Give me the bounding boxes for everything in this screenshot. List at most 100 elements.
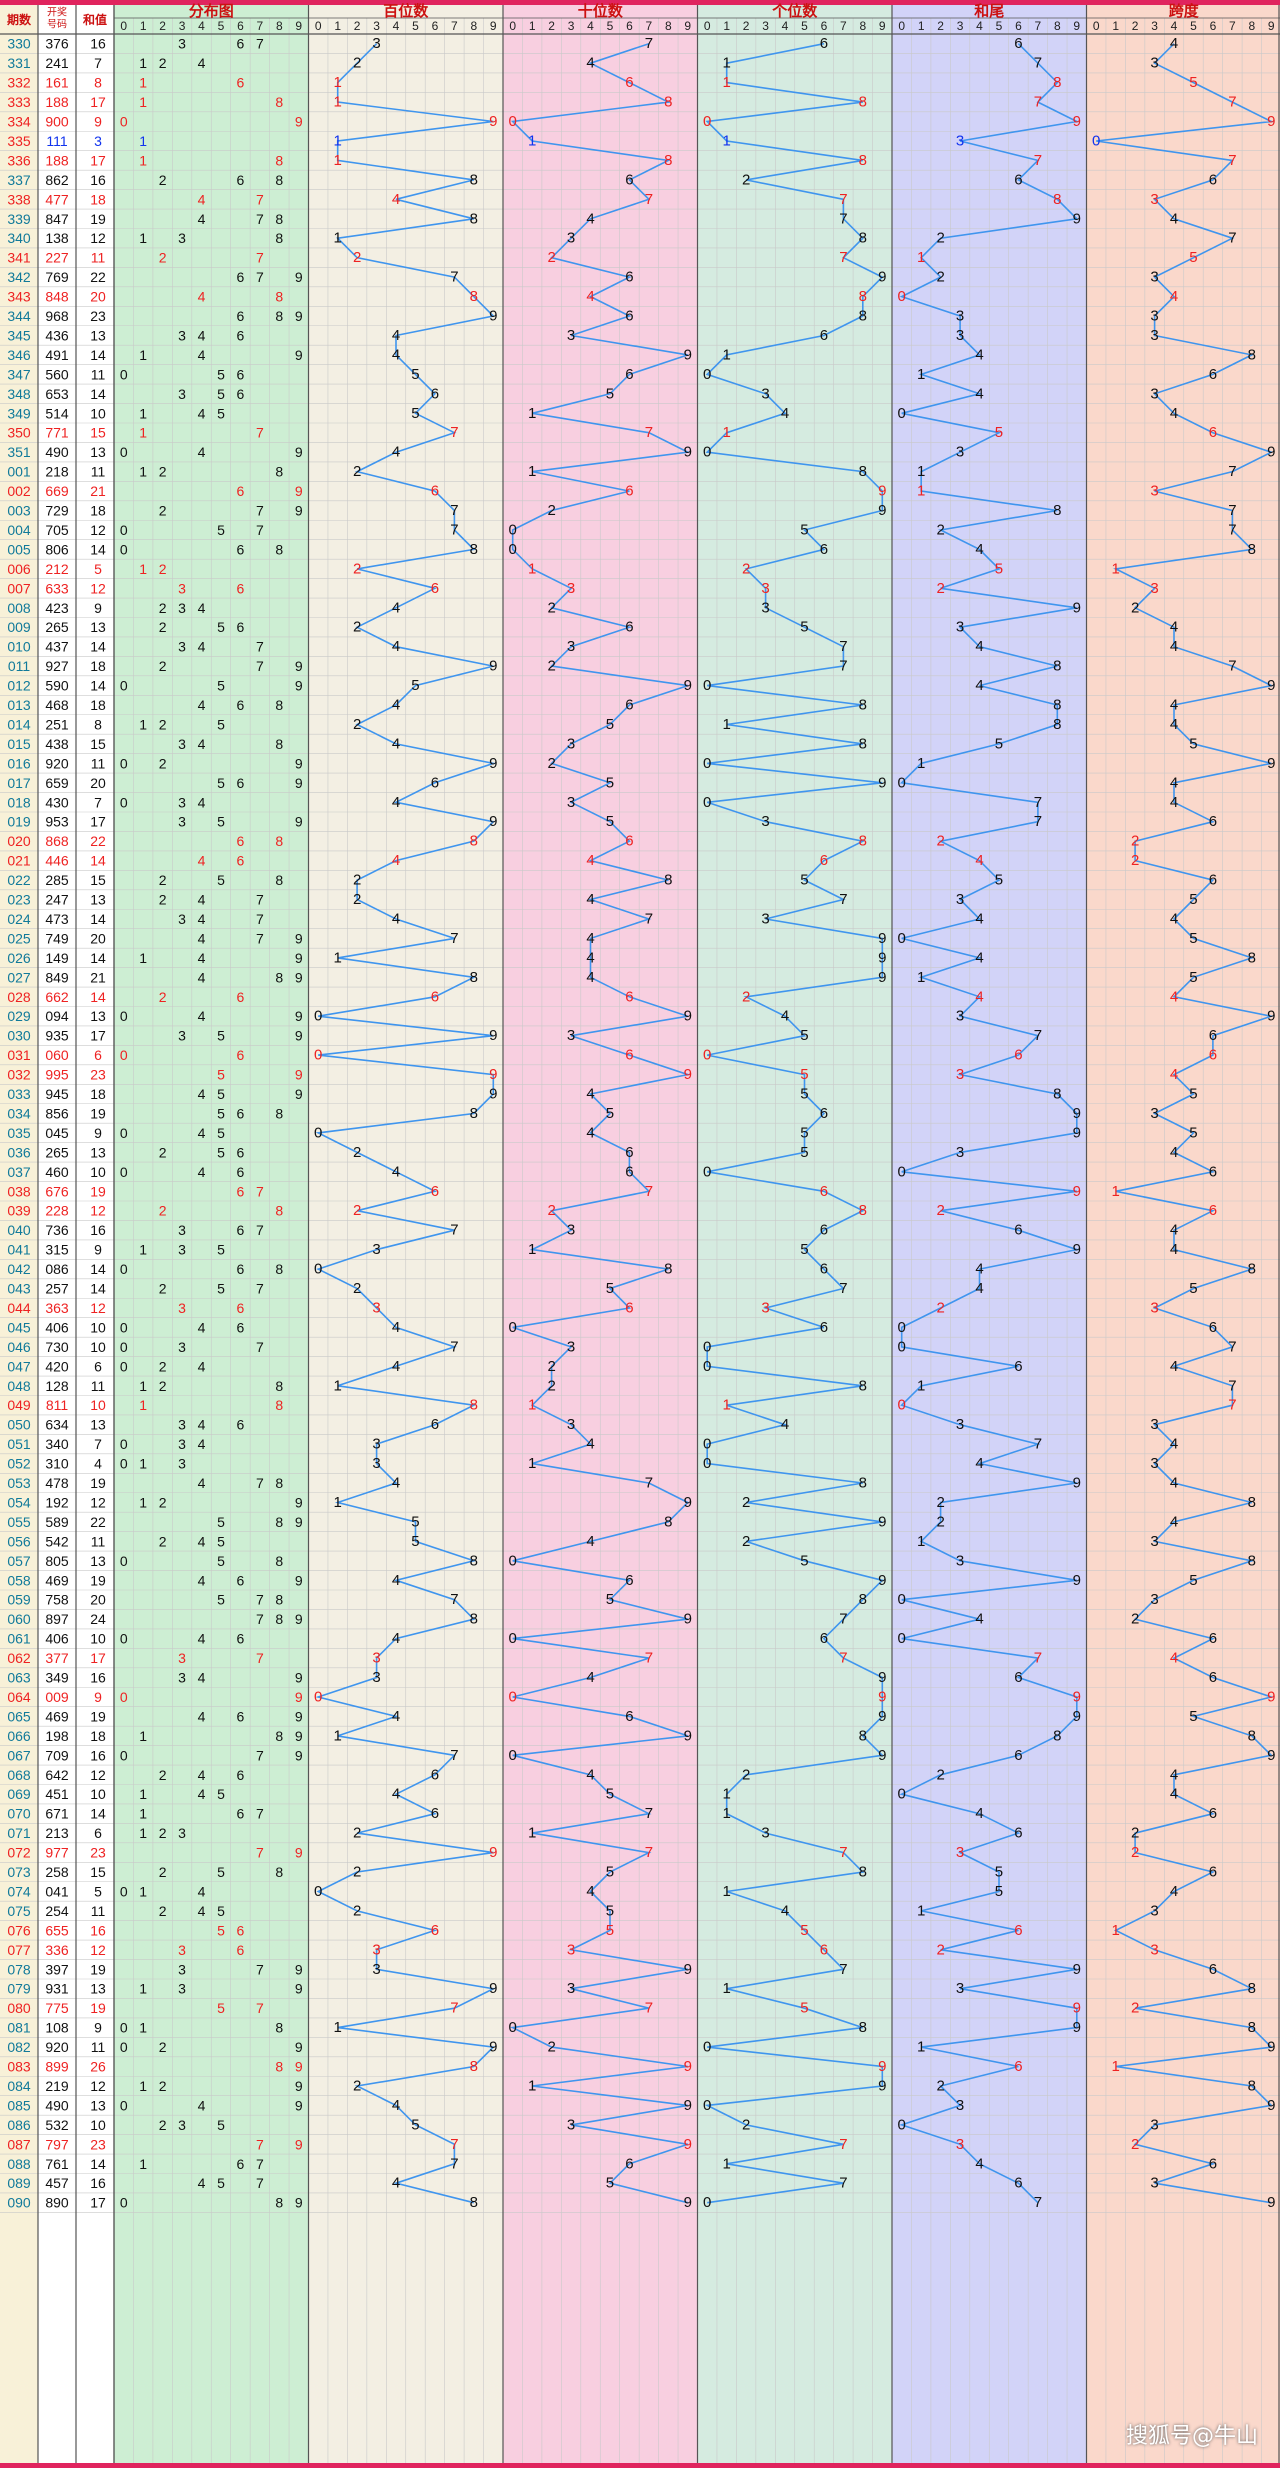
trend-point: 4 <box>975 1455 983 1472</box>
distribution-mark: 7 <box>256 1611 264 1627</box>
table-row: 042 086 14 0 86 0 8 6 4 8 <box>7 1261 1256 1278</box>
draw-cell: 856 <box>45 1105 69 1121</box>
trend-point: 1 <box>334 94 342 111</box>
sum-cell: 16 <box>90 1747 106 1763</box>
table-row: 342 769 22 76 9 7 6 9 2 3 <box>7 269 1158 286</box>
trend-point: 9 <box>1073 1708 1081 1725</box>
distribution-mark: 7 <box>256 1592 264 1608</box>
trend-point: 7 <box>1228 502 1236 519</box>
sum-cell: 19 <box>90 211 106 227</box>
period-cell: 030 <box>7 1028 31 1044</box>
table-row: 073 258 15 2 5 8 2 5 8 5 6 <box>7 1864 1217 1881</box>
distribution-mark: 0 <box>120 114 128 130</box>
header-digit: 5 <box>607 19 614 33</box>
period-cell: 342 <box>7 269 31 285</box>
draw-cell: 406 <box>45 1631 69 1647</box>
distribution-mark: 1 <box>139 1494 147 1510</box>
header-digit: 2 <box>937 19 944 33</box>
distribution-mark: 8 <box>275 1397 283 1413</box>
trend-point: 7 <box>1034 1027 1042 1044</box>
trend-point: 9 <box>878 949 886 966</box>
trend-point: 4 <box>392 852 400 869</box>
distribution-mark: 8 <box>275 1592 283 1608</box>
period-cell: 332 <box>7 75 31 91</box>
trend-point: 9 <box>878 269 886 286</box>
period-cell: 024 <box>7 911 31 927</box>
trend-point: 4 <box>392 327 400 344</box>
trend-point: 5 <box>800 2000 808 2017</box>
trend-point: 5 <box>1189 1708 1197 1725</box>
sum-cell: 23 <box>90 308 106 324</box>
period-cell: 018 <box>7 794 31 810</box>
sum-cell: 18 <box>90 1086 106 1102</box>
distribution-mark: 5 <box>217 1125 225 1141</box>
trend-point: 0 <box>703 2039 711 2056</box>
trend-point: 1 <box>723 424 731 441</box>
trend-point: 1 <box>528 1241 536 1258</box>
trend-point: 5 <box>411 2116 419 2133</box>
trend-point: 3 <box>372 1650 380 1667</box>
trend-point: 4 <box>975 1261 983 1278</box>
distribution-mark: 5 <box>217 775 225 791</box>
sum-cell: 26 <box>90 2059 106 2075</box>
distribution-mark: 7 <box>256 892 264 908</box>
trend-point: 8 <box>1053 191 1061 208</box>
period-cell: 006 <box>7 561 31 577</box>
trend-point: 2 <box>547 1202 555 1219</box>
trend-point: 3 <box>956 132 964 149</box>
sum-cell: 14 <box>90 2156 106 2172</box>
trend-point: 6 <box>1209 424 1217 441</box>
distribution-mark: 6 <box>237 1261 245 1277</box>
period-cell: 055 <box>7 1514 31 1530</box>
draw-cell: 469 <box>45 1708 69 1724</box>
distribution-mark: 5 <box>217 1786 225 1802</box>
trend-point: 8 <box>470 1397 478 1414</box>
trend-point: 1 <box>917 2039 925 2056</box>
trend-point: 0 <box>703 1358 711 1375</box>
distribution-mark: 8 <box>275 697 283 713</box>
distribution-mark: 7 <box>256 2136 264 2152</box>
section-bg-5 <box>1086 5 1280 2463</box>
header-digit: 1 <box>1112 19 1119 33</box>
draw-cell: 490 <box>45 2097 69 2113</box>
trend-point: 7 <box>450 502 458 519</box>
table-row: 063 349 16 3 4 9 3 4 9 6 6 <box>7 1669 1217 1686</box>
trend-point: 0 <box>703 1455 711 1472</box>
sum-cell: 18 <box>90 191 106 207</box>
trend-point: 3 <box>567 1980 575 1997</box>
distribution-mark: 6 <box>237 1300 245 1316</box>
distribution-mark: 8 <box>275 289 283 305</box>
period-cell: 043 <box>7 1281 31 1297</box>
distribution-mark: 5 <box>217 1592 225 1608</box>
trend-point: 4 <box>586 1086 594 1103</box>
trend-point: 2 <box>547 755 555 772</box>
trend-point: 2 <box>1131 1844 1139 1861</box>
draw-cell: 094 <box>45 1008 69 1024</box>
distribution-mark: 9 <box>295 1572 303 1588</box>
draw-cell: 430 <box>45 794 69 810</box>
trend-point: 4 <box>586 1669 594 1686</box>
header-digit: 2 <box>159 19 166 33</box>
distribution-mark: 0 <box>120 541 128 557</box>
trend-point: 9 <box>489 113 497 130</box>
sum-cell: 10 <box>90 1786 106 1802</box>
sum-cell: 10 <box>90 1397 106 1413</box>
sum-cell: 12 <box>90 1494 106 1510</box>
header-digit: 5 <box>996 19 1003 33</box>
distribution-mark: 0 <box>120 1456 128 1472</box>
distribution-mark: 6 <box>237 308 245 324</box>
sum-cell: 10 <box>90 1164 106 1180</box>
trend-point: 1 <box>917 969 925 986</box>
sum-cell: 19 <box>90 1961 106 1977</box>
trend-point: 1 <box>528 1397 536 1414</box>
trend-point: 7 <box>839 1650 847 1667</box>
trend-point: 2 <box>936 1202 944 1219</box>
distribution-mark: 8 <box>275 833 283 849</box>
trend-point: 0 <box>1092 132 1100 149</box>
header-digit: 4 <box>1171 19 1178 33</box>
trend-point: 6 <box>1209 1805 1217 1822</box>
period-cell: 004 <box>7 522 31 538</box>
header-digit: 9 <box>490 19 497 33</box>
trend-point: 4 <box>586 210 594 227</box>
trend-point: 3 <box>761 385 769 402</box>
